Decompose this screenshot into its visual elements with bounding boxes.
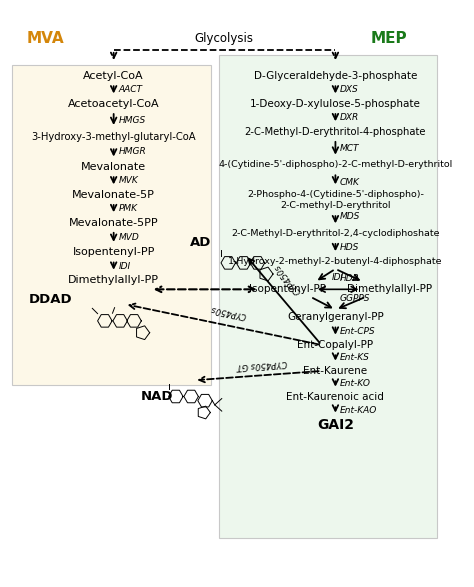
Text: HMGR: HMGR (118, 147, 146, 157)
Text: GGPPS: GGPPS (340, 294, 371, 303)
Text: 2-Phospho-4-(Cytidine-5'-diphospho)-: 2-Phospho-4-(Cytidine-5'-diphospho)- (247, 190, 424, 199)
Text: 2-C-Methyl-D-erythritol-4-phosphate: 2-C-Methyl-D-erythritol-4-phosphate (245, 127, 426, 137)
Bar (11, 65, 211, 385)
Text: Ent-KAO: Ent-KAO (340, 406, 377, 416)
Text: HDS: HDS (340, 243, 359, 252)
Text: Acetyl-CoA: Acetyl-CoA (83, 71, 144, 81)
Text: HDR: HDR (340, 274, 360, 283)
Text: Ent-KO: Ent-KO (340, 379, 371, 389)
Text: HMGS: HMGS (118, 116, 146, 125)
Text: Ent-Kaurenoic acid: Ent-Kaurenoic acid (286, 392, 384, 402)
Text: AACT: AACT (118, 85, 142, 95)
Text: Ent-KS: Ent-KS (340, 353, 370, 363)
Text: DXS: DXS (340, 85, 359, 95)
Text: Dimethylallyl-PP: Dimethylallyl-PP (346, 284, 432, 294)
Text: MEP: MEP (371, 31, 408, 46)
Text: CYP450s: CYP450s (209, 303, 246, 320)
Text: Dimethylallyl-PP: Dimethylallyl-PP (68, 275, 159, 285)
Text: CYP450s: CYP450s (273, 262, 303, 296)
Text: DXR: DXR (340, 113, 359, 122)
Text: MVK: MVK (118, 176, 138, 185)
Text: Mevalonate: Mevalonate (81, 162, 146, 172)
Text: GAI2: GAI2 (317, 418, 354, 432)
Text: Glycolysis: Glycolysis (194, 32, 254, 45)
Text: IDI: IDI (118, 262, 130, 271)
Text: MVD: MVD (118, 233, 139, 242)
Text: Ent-Kaurene: Ent-Kaurene (303, 366, 367, 376)
Text: NAD: NAD (141, 390, 173, 403)
Bar (219, 56, 437, 538)
Text: Mevalonate-5P: Mevalonate-5P (72, 190, 155, 200)
Text: Geranylgeranyl-PP: Geranylgeranyl-PP (287, 312, 384, 322)
Text: MDS: MDS (340, 212, 360, 221)
Text: Mevalonate-5PP: Mevalonate-5PP (69, 218, 158, 228)
Text: IDI: IDI (332, 273, 344, 282)
Text: 1-Deoxy-D-xylulose-5-phosphate: 1-Deoxy-D-xylulose-5-phosphate (250, 99, 421, 109)
Text: PMK: PMK (118, 204, 137, 213)
Text: Ent-Copalyl-PP: Ent-Copalyl-PP (297, 340, 374, 350)
Text: 2-C-Methyl-D-erythritol-2,4-cyclodiphoshate: 2-C-Methyl-D-erythritol-2,4-cyclodiphosh… (231, 229, 440, 238)
Text: Isopentenyl-PP: Isopentenyl-PP (73, 247, 155, 257)
Text: 3-Hydroxy-3-methyl-glutaryl-CoA: 3-Hydroxy-3-methyl-glutaryl-CoA (31, 132, 196, 142)
Text: Acetoacetyl-CoA: Acetoacetyl-CoA (68, 99, 159, 109)
Text: CMK: CMK (340, 178, 360, 187)
Text: D-Glyceraldehyde-3-phosphate: D-Glyceraldehyde-3-phosphate (254, 71, 417, 81)
Text: 1-Hydroxy-2-methyl-2-butenyl-4-diphosphate: 1-Hydroxy-2-methyl-2-butenyl-4-diphospha… (228, 257, 443, 266)
Text: CYP450s GT: CYP450s GT (237, 358, 288, 371)
Text: Ent-CPS: Ent-CPS (340, 326, 376, 336)
Text: DDAD: DDAD (29, 293, 73, 306)
Text: Isopentenyl-PP: Isopentenyl-PP (249, 284, 326, 294)
Text: 4-(Cytidine-5'-diphospho)-2-C-methyl-D-erythritol: 4-(Cytidine-5'-diphospho)-2-C-methyl-D-e… (219, 160, 453, 170)
Text: MCT: MCT (340, 144, 360, 153)
Text: AD: AD (190, 237, 211, 249)
Text: MVA: MVA (27, 31, 65, 46)
Text: 2-C-methyl-D-erythritol: 2-C-methyl-D-erythritol (280, 201, 391, 210)
